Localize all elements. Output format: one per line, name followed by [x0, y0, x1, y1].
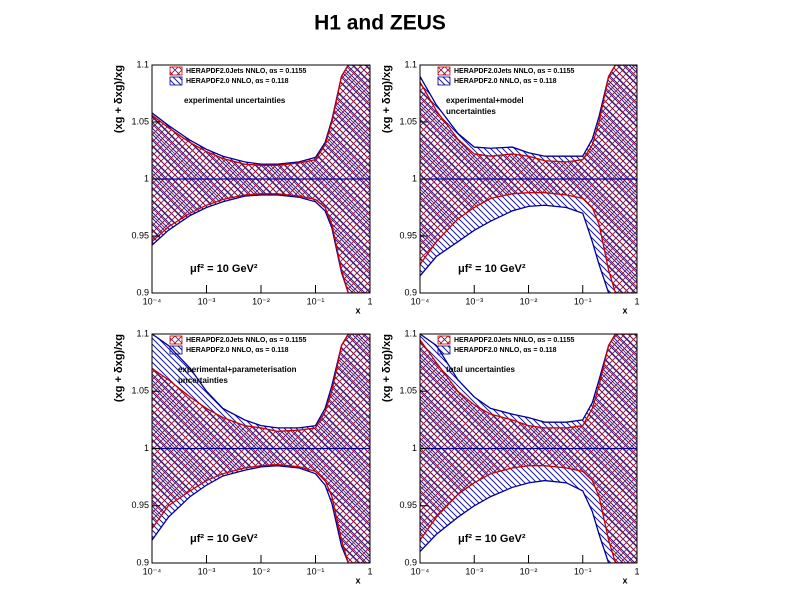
plot-area: [152, 65, 370, 293]
x-tick-label: 10⁻³: [465, 566, 483, 576]
x-tick-label: 1: [367, 296, 372, 306]
legend-swatch: [437, 76, 451, 86]
band-edge: [152, 193, 370, 293]
x-tick-label: 10⁻¹: [574, 296, 592, 306]
scale-label: μf² = 10 GeV²: [458, 533, 526, 545]
y-tick-label: 0.95: [399, 500, 417, 510]
plot-area: [152, 334, 370, 563]
legend-label: HERAPDF2.0Jets NNLO, αs = 0.1155: [454, 68, 575, 75]
x-tick-label: 10⁻²: [520, 566, 538, 576]
legend-label: HERAPDF2.0 NNLO, αs = 0.118: [186, 78, 289, 85]
annotation: uncertainties: [178, 376, 228, 385]
annotation: experimental uncertainties: [184, 96, 286, 105]
x-tick-label: 1: [634, 566, 639, 576]
scale-label: μf² = 10 GeV²: [190, 533, 258, 545]
x-tick-label: 10⁻³: [198, 296, 216, 306]
x-axis-label: x: [355, 575, 360, 585]
annotation: experimental+parameterisation: [178, 365, 297, 374]
x-axis-label: x: [622, 305, 627, 315]
x-axis-label: x: [622, 575, 627, 585]
x-tick-label: 10⁻³: [198, 566, 216, 576]
y-tick-label: 1.1: [404, 328, 417, 338]
legend-label: HERAPDF2.0 NNLO, αs = 0.118: [454, 78, 557, 85]
y-tick-label: 1.05: [131, 116, 149, 126]
y-axis-label: (xg + δxg)/xg: [381, 65, 393, 133]
band-edge: [152, 463, 370, 563]
y-tick-label: 1.05: [131, 386, 149, 396]
y-tick-label: 1: [144, 443, 149, 453]
x-tick-label: 10⁻²: [520, 296, 538, 306]
annotation: total uncertainties: [446, 365, 515, 374]
band-edge: [420, 465, 637, 563]
band-edge: [420, 334, 637, 429]
y-tick-label: 0.9: [136, 287, 149, 297]
y-tick-label: 1: [144, 173, 149, 183]
legend-swatch: [437, 66, 451, 76]
legend-swatch: [437, 335, 451, 345]
y-tick-label: 1: [412, 173, 417, 183]
legend-label: HERAPDF2.0Jets NNLO, αs = 0.1155: [186, 337, 307, 344]
band-edge: [420, 65, 637, 163]
y-tick-label: 0.9: [136, 557, 149, 567]
x-tick-label: 10⁻¹: [574, 566, 592, 576]
y-axis-label: (xg + δxg)/xg: [113, 334, 125, 402]
y-axis-label: (xg + δxg)/xg: [113, 65, 125, 133]
plot-area: [420, 334, 637, 563]
x-tick-label: 10⁻⁴: [143, 296, 162, 306]
legend-label: HERAPDF2.0Jets NNLO, αs = 0.1155: [454, 337, 575, 344]
x-tick-label: 1: [634, 296, 639, 306]
band-edge: [420, 204, 637, 293]
y-tick-label: 1.1: [136, 328, 149, 338]
x-tick-label: 1: [367, 566, 372, 576]
x-tick-label: 10⁻⁴: [411, 566, 430, 576]
y-tick-label: 0.9: [404, 557, 417, 567]
legend-swatch: [169, 66, 183, 76]
figure-title: H1 and ZEUS: [314, 12, 446, 35]
y-tick-label: 0.95: [131, 500, 149, 510]
x-tick-label: 10⁻¹: [307, 296, 325, 306]
band-edge: [420, 192, 637, 293]
band-edge: [420, 479, 637, 563]
x-tick-label: 10⁻²: [252, 566, 270, 576]
annotation: uncertainties: [446, 107, 496, 116]
legend-swatch: [437, 345, 451, 355]
y-tick-label: 0.95: [399, 230, 417, 240]
band-edge: [152, 465, 370, 563]
annotation: experimental+model: [446, 96, 524, 105]
y-tick-label: 0.95: [131, 230, 149, 240]
x-tick-label: 10⁻⁴: [143, 566, 162, 576]
x-tick-label: 10⁻³: [465, 296, 483, 306]
scale-label: μf² = 10 GeV²: [190, 263, 258, 275]
legend-swatch: [169, 335, 183, 345]
legend-label: HERAPDF2.0 NNLO, αs = 0.118: [186, 347, 289, 354]
y-tick-label: 1: [412, 443, 417, 453]
y-tick-label: 1.1: [136, 59, 149, 69]
y-tick-label: 1.1: [404, 59, 417, 69]
legend-label: HERAPDF2.0 NNLO, αs = 0.118: [454, 347, 557, 354]
x-tick-label: 10⁻⁴: [411, 296, 430, 306]
scale-label: μf² = 10 GeV²: [458, 263, 526, 275]
x-axis-label: x: [355, 305, 360, 315]
y-tick-label: 1.05: [399, 386, 417, 396]
legend-label: HERAPDF2.0Jets NNLO, αs = 0.1155: [186, 68, 307, 75]
plot-area: [420, 65, 637, 293]
x-tick-label: 10⁻¹: [307, 566, 325, 576]
band-edge: [152, 334, 370, 432]
y-tick-label: 1.05: [399, 116, 417, 126]
legend-swatch: [169, 76, 183, 86]
x-tick-label: 10⁻²: [252, 296, 270, 306]
legend-swatch: [169, 345, 183, 355]
band-edge: [152, 65, 370, 166]
y-axis-label: (xg + δxg)/xg: [381, 334, 393, 402]
y-tick-label: 0.9: [404, 287, 417, 297]
